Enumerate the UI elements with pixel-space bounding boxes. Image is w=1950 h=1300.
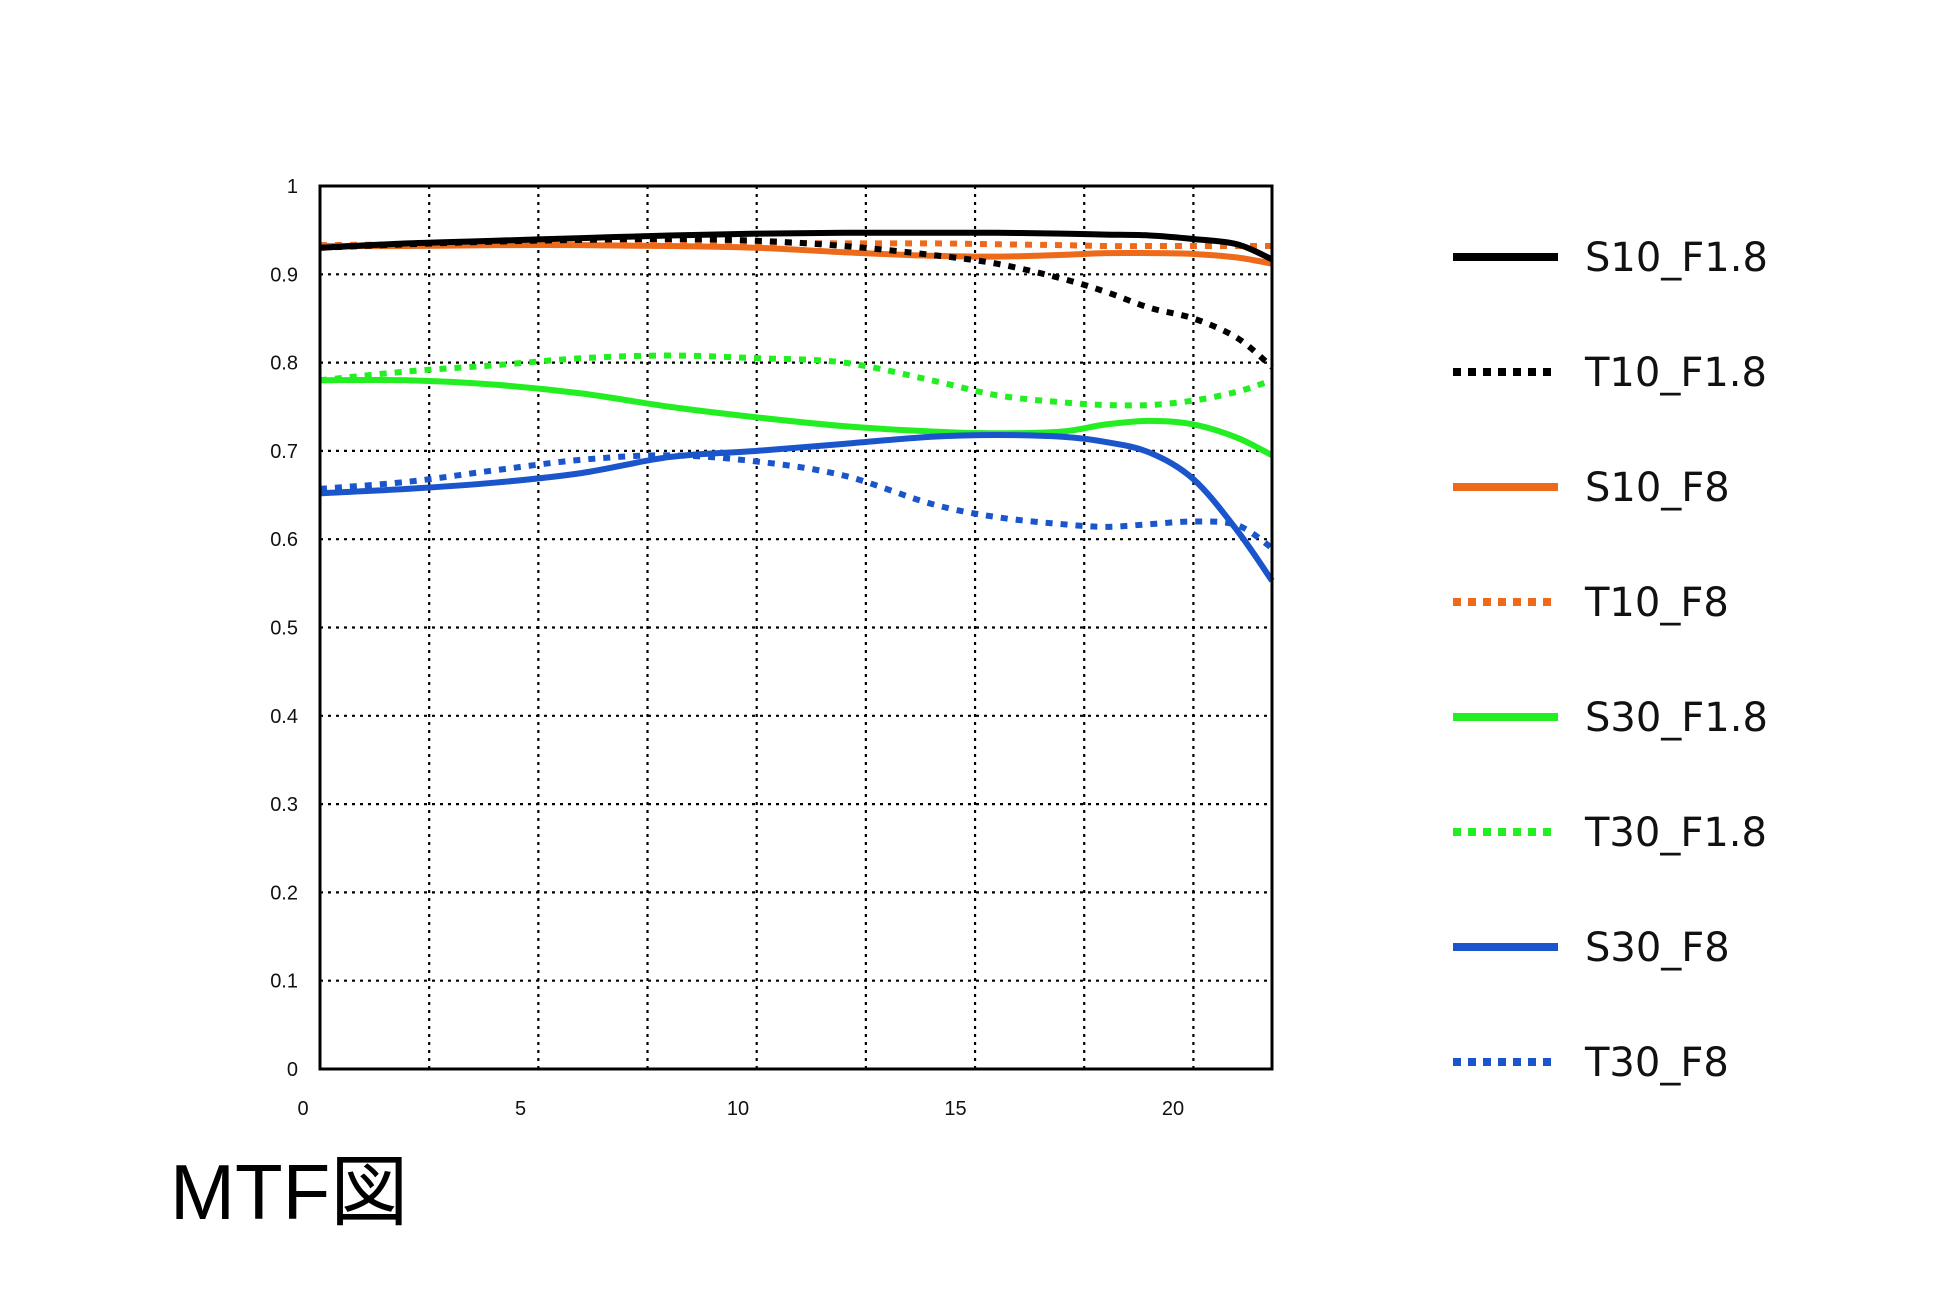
y-tick-label: 0.4: [270, 706, 298, 728]
y-tick-label: 0.9: [270, 264, 298, 286]
legend-item: S30_F8: [1453, 925, 1730, 971]
x-tick-label: 10: [727, 1098, 749, 1120]
x-tick-labels: 0 5 10 15 20: [297, 1098, 1184, 1120]
series-line-s10_f8: [319, 242, 1273, 267]
y-tick-label: 0.8: [270, 353, 298, 375]
series-line-s30_f1-8: [319, 376, 1274, 458]
legend-item: T30_F8: [1453, 1040, 1729, 1086]
x-tick-label: 20: [1162, 1098, 1184, 1120]
y-tick-label: 0.2: [270, 882, 298, 904]
series-line-s30_f8: [319, 432, 1275, 583]
x-tick-label: 5: [515, 1098, 526, 1120]
x-tick-label: 0: [297, 1098, 308, 1120]
legend-label: T10_F1.8: [1584, 350, 1767, 396]
y-tick-label: 1: [287, 176, 298, 198]
y-tick-labels: 0 0.1 0.2 0.3 0.4 0.5 0.6 0.7 0.8 0.9 1: [270, 176, 298, 1081]
legend-item: S30_F1.8: [1453, 695, 1768, 741]
legend-item: S10_F1.8: [1453, 235, 1768, 281]
x-tick-label: 15: [944, 1098, 966, 1120]
y-tick-label: 0.6: [270, 529, 298, 551]
legend-label: T30_F1.8: [1584, 810, 1767, 856]
y-tick-label: 0.5: [270, 618, 298, 640]
y-tick-label: 0.3: [270, 794, 298, 816]
series-line-t10_f1-8: [319, 235, 1274, 370]
legend-item: T30_F1.8: [1453, 810, 1767, 856]
series-line-t30_f8: [319, 452, 1274, 551]
grid-lines: [320, 186, 1272, 1069]
legend-label: T30_F8: [1584, 1040, 1729, 1086]
legend-item: T10_F1.8: [1453, 350, 1767, 396]
legend-label: S30_F1.8: [1585, 695, 1768, 741]
legend-label: S10_F1.8: [1585, 235, 1768, 281]
plot-frame: [318, 184, 1274, 1071]
legend-label: T10_F8: [1584, 580, 1729, 626]
legend-label: S30_F8: [1585, 925, 1730, 971]
legend: S10_F1.8 T10_F1.8 S10_F8 T10_F8 S30_F1.8 T30_…: [1453, 235, 1768, 1086]
chart-title: MTF図: [170, 1148, 409, 1236]
legend-label: S10_F8: [1585, 465, 1730, 511]
y-tick-label: 0.7: [270, 441, 298, 463]
y-tick-label: 0: [287, 1059, 298, 1081]
y-tick-label: 0.1: [270, 971, 298, 993]
legend-item: T10_F8: [1453, 580, 1729, 626]
series-lines: [319, 229, 1275, 583]
series-line-t30_f1-8: [319, 352, 1273, 409]
legend-item: S10_F8: [1453, 465, 1730, 511]
